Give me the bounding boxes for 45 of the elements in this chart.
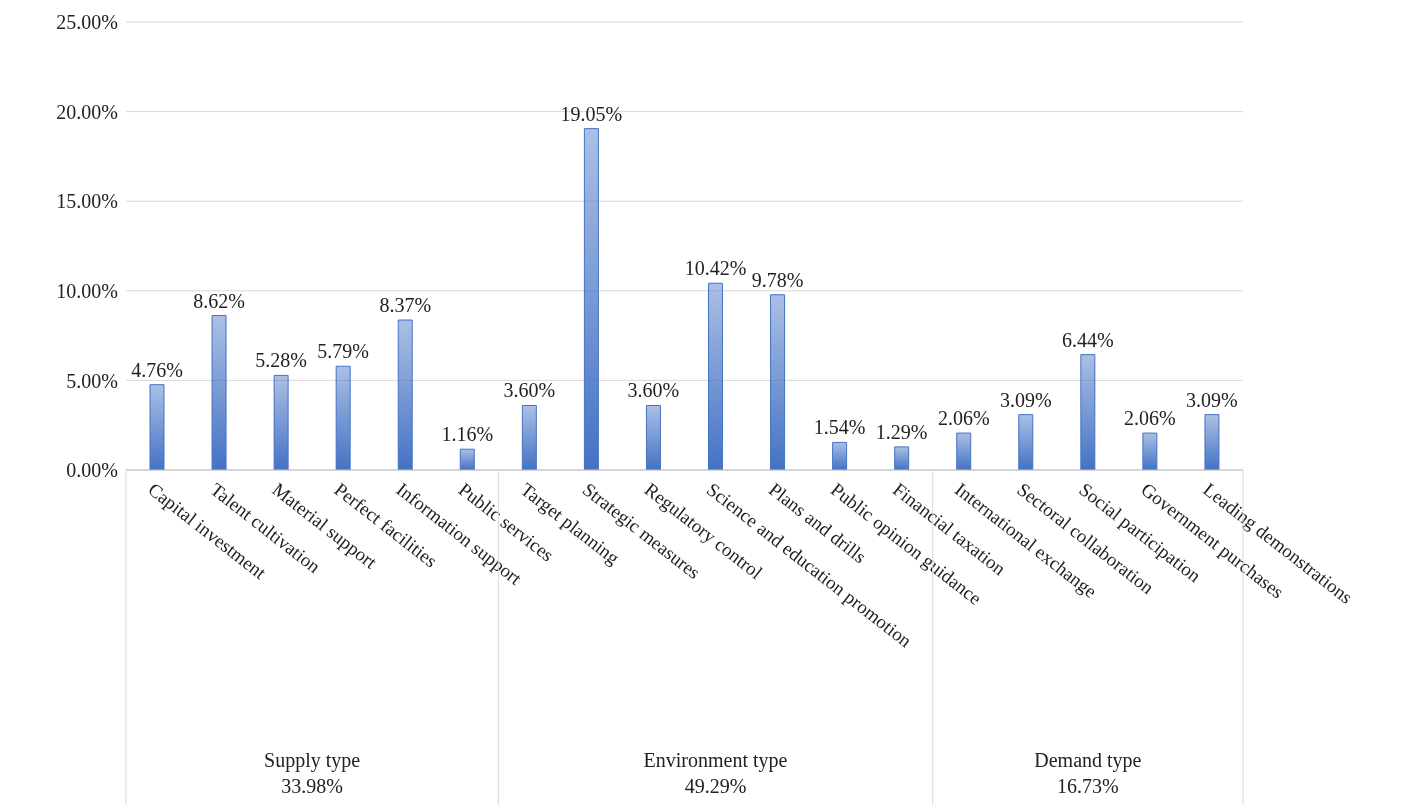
data-label: 3.60% (503, 379, 556, 402)
y-tick-label: 0.00% (66, 459, 118, 482)
data-label: 3.09% (999, 388, 1052, 411)
bar (1204, 414, 1220, 470)
y-tick-label: 25.00% (56, 11, 118, 34)
bar (770, 294, 786, 470)
y-tick-label: 5.00% (66, 369, 118, 392)
bar (708, 282, 723, 470)
data-label: 5.79% (317, 340, 369, 363)
bar (521, 404, 537, 470)
y-tick-label: 10.00% (56, 279, 118, 302)
data-label: 1.54% (813, 416, 866, 439)
bar (397, 319, 413, 470)
data-label: 4.76% (131, 358, 183, 381)
data-label: 3.60% (627, 379, 680, 402)
bar (1080, 354, 1096, 470)
bar (894, 446, 910, 470)
data-label: 8.62% (193, 289, 245, 312)
bar (956, 432, 972, 470)
bar (335, 365, 351, 470)
text: Environment type 49.29% (643, 749, 788, 797)
data-label: 2.06% (1124, 407, 1176, 430)
data-label: 10.42% (684, 257, 747, 280)
bar (583, 128, 599, 470)
data-label: 6.44% (1062, 328, 1114, 351)
y-tick-label: 15.00% (56, 190, 118, 213)
bar (211, 315, 227, 470)
data-label: 19.05% (560, 102, 623, 125)
data-label: 2.06% (937, 407, 990, 430)
data-label: 9.78% (751, 268, 804, 291)
y-tick-label: 20.00% (56, 100, 118, 123)
bar (273, 374, 289, 470)
bar (645, 404, 661, 470)
bar (832, 441, 848, 470)
text: Demand type 16.73% (1034, 749, 1142, 797)
data-label: 3.09% (1186, 388, 1238, 411)
data-label: 1.29% (875, 420, 928, 443)
bar (1018, 414, 1034, 470)
bar (459, 448, 475, 470)
text: Supply type 33.98% (264, 749, 361, 797)
data-label: 8.37% (379, 294, 432, 317)
data-label: 5.28% (255, 349, 307, 372)
data-label: 1.16% (441, 423, 494, 446)
bar (1142, 432, 1158, 470)
bar (149, 384, 165, 470)
